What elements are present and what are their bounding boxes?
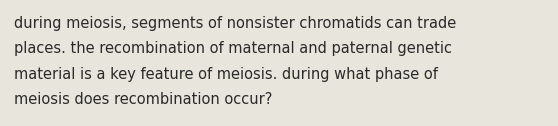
Text: during meiosis, segments of nonsister chromatids can trade: during meiosis, segments of nonsister ch… [14,16,456,31]
Text: material is a key feature of meiosis. during what phase of: material is a key feature of meiosis. du… [14,67,438,82]
Text: places. the recombination of maternal and paternal genetic: places. the recombination of maternal an… [14,41,452,56]
Text: meiosis does recombination occur?: meiosis does recombination occur? [14,92,272,107]
